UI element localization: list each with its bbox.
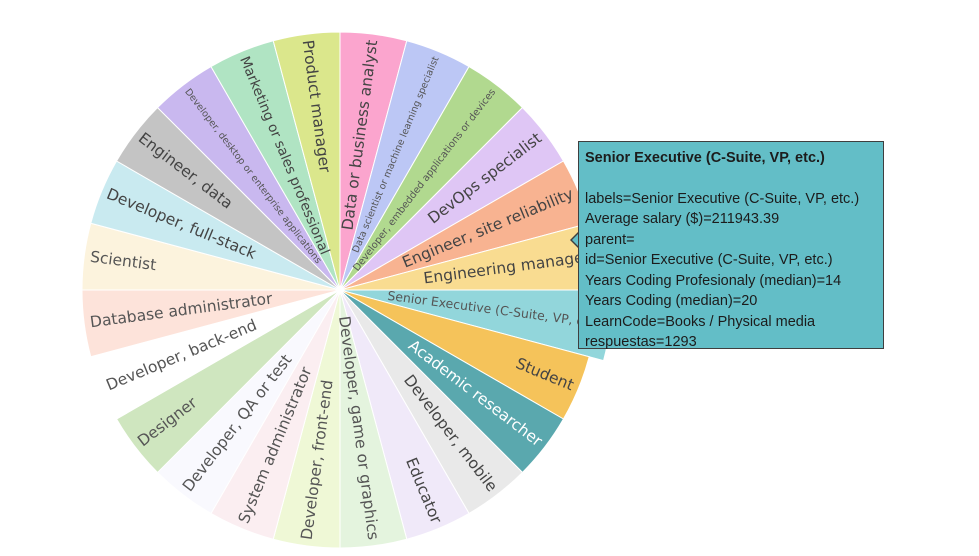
tooltip-line-respuestas: respuestas=1293 — [585, 334, 697, 350]
tooltip-line-years-pro: Years Coding Profesionaly (median)=14 — [585, 272, 842, 289]
tooltip-arrow-fill — [572, 233, 579, 247]
tooltip-title: Senior Executive (C-Suite, VP, etc.) — [585, 150, 825, 166]
tooltip-line-labels: labels=Senior Executive (C-Suite, VP, et… — [585, 190, 860, 207]
tooltip-line-parent: parent= — [585, 231, 635, 248]
pie-slices — [81, 31, 614, 549]
tooltip-line-salary: Average salary ($)=211943.39 — [585, 211, 780, 227]
tooltip-line-learncode: LearnCode=Books / Physical media — [585, 313, 816, 330]
tooltip-line-years: Years Coding (median)=20 — [585, 293, 758, 309]
hover-tooltip: Senior Executive (C-Suite, VP, etc.) lab… — [578, 141, 884, 350]
tooltip-line-id: id=Senior Executive (C-Suite, VP, etc.) — [585, 252, 833, 268]
